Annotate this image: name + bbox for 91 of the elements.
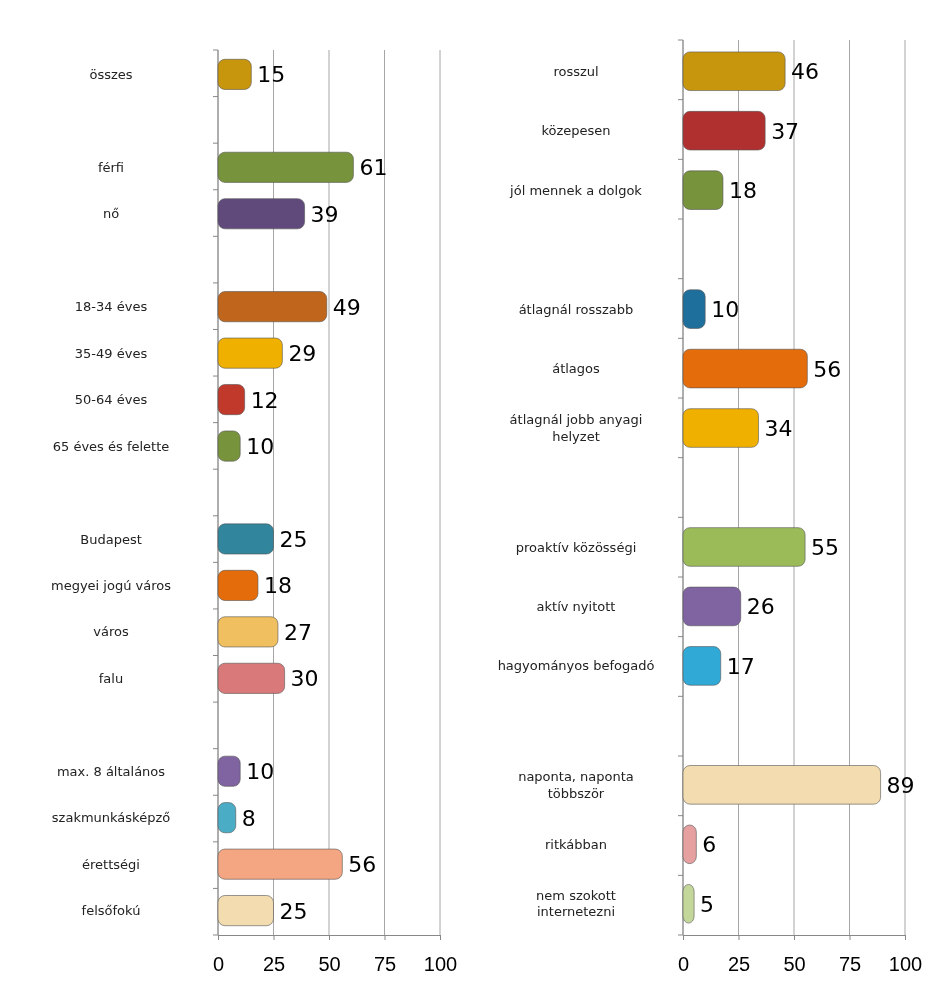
- bar: [682, 824, 697, 864]
- y-tick-label: proaktív közösségi: [515, 539, 637, 555]
- data-label: 26: [746, 594, 775, 620]
- y-tick-label: férfi: [97, 159, 125, 175]
- data-label: 61: [359, 155, 388, 181]
- bar: [682, 170, 724, 210]
- y-tick-label: rosszul: [553, 63, 599, 79]
- data-label: 30: [290, 666, 319, 692]
- data-label: 17: [726, 653, 755, 679]
- data-label: 56: [813, 356, 842, 382]
- y-tick-label: max. 8 általános: [56, 763, 166, 779]
- data-label: 27: [283, 619, 312, 645]
- data-label: 55: [811, 534, 840, 560]
- bar: [217, 58, 252, 90]
- bar: [217, 337, 283, 369]
- x-tick-label: 25: [727, 953, 751, 975]
- y-tick-label: 35-49 éves: [74, 345, 148, 361]
- x-tick-label: 25: [262, 953, 286, 975]
- y-tick-label: átlagnál rosszabb: [518, 301, 634, 317]
- y-tick-label: 50-64 éves: [74, 392, 148, 408]
- x-tick-label: 100: [423, 953, 458, 975]
- data-label: 46: [791, 59, 820, 85]
- bar: [217, 198, 305, 230]
- y-tick-label: érettségi: [82, 856, 140, 872]
- bar: [217, 848, 343, 880]
- data-label: 25: [279, 526, 308, 552]
- y-tick-label: átlagos: [552, 361, 601, 377]
- data-label: 89: [886, 772, 915, 798]
- y-tick-label: hagyományos befogadó: [497, 658, 655, 674]
- bar: [682, 884, 695, 924]
- data-label: 49: [332, 294, 361, 320]
- y-tick-label: átlagnál jobb anyagi helyzet: [509, 412, 643, 444]
- x-tick-label: 50: [783, 953, 806, 975]
- y-tick-label: 18-34 éves: [74, 299, 148, 315]
- bar: [217, 616, 279, 648]
- data-label: 25: [279, 898, 308, 924]
- bar: [682, 51, 786, 91]
- data-label: 39: [310, 201, 339, 227]
- y-tick-label: ritkábban: [544, 836, 608, 852]
- bar: [217, 523, 274, 555]
- bar: [682, 765, 881, 805]
- y-tick-label: nem szokott internetezni: [536, 888, 616, 920]
- bar: [682, 348, 808, 389]
- bar: [682, 646, 722, 686]
- bar: [217, 384, 245, 415]
- y-tick-label: falu: [98, 670, 124, 686]
- bar: [682, 408, 759, 448]
- x-tick-label: 75: [838, 953, 862, 975]
- bar: [682, 527, 806, 567]
- data-label: 37: [771, 118, 800, 144]
- y-tick-label: 65 éves és felette: [52, 438, 170, 454]
- data-label: 10: [246, 434, 275, 460]
- data-label: 34: [764, 416, 793, 442]
- y-tick-label: jól mennek a dolgok: [509, 182, 643, 198]
- x-tick-label: 75: [373, 953, 397, 975]
- y-tick-label: nő: [102, 206, 120, 222]
- x-tick-label: 100: [888, 953, 923, 975]
- bar: [682, 586, 742, 627]
- y-tick-label: felsőfokú: [81, 903, 141, 919]
- data-label: 6: [702, 832, 717, 858]
- bar: [217, 291, 328, 323]
- y-tick-label: aktív nyitott: [536, 598, 616, 614]
- y-tick-label: megyei jogú város: [51, 577, 172, 593]
- x-tick-label: 0: [212, 953, 225, 975]
- data-label: 15: [257, 62, 286, 88]
- bar: [217, 430, 241, 462]
- data-label: 10: [246, 759, 275, 785]
- data-label: 12: [250, 387, 279, 413]
- data-label: 56: [348, 852, 377, 878]
- y-tick-label: összes: [89, 66, 133, 82]
- y-tick-label: Budapest: [80, 531, 142, 547]
- bar: [217, 802, 237, 834]
- data-label: 8: [241, 805, 256, 831]
- bar: [217, 151, 354, 183]
- data-label: 10: [711, 297, 740, 323]
- bar: [682, 289, 706, 329]
- data-label: 5: [700, 891, 715, 917]
- x-tick-label: 50: [318, 953, 341, 975]
- x-tick-label: 0: [677, 953, 690, 975]
- y-tick-label: város: [93, 624, 129, 640]
- y-tick-label: naponta, naponta többször: [518, 769, 634, 801]
- bar: [217, 895, 274, 927]
- bar: [217, 755, 241, 787]
- bar: [682, 111, 766, 151]
- data-label: 29: [288, 341, 317, 367]
- data-label: 18: [728, 178, 757, 204]
- bar: [217, 570, 259, 601]
- data-label: 18: [263, 573, 292, 599]
- y-tick-label: szakmunkásképző: [51, 810, 171, 826]
- y-tick-label: közepesen: [541, 123, 611, 139]
- bar: [217, 662, 285, 694]
